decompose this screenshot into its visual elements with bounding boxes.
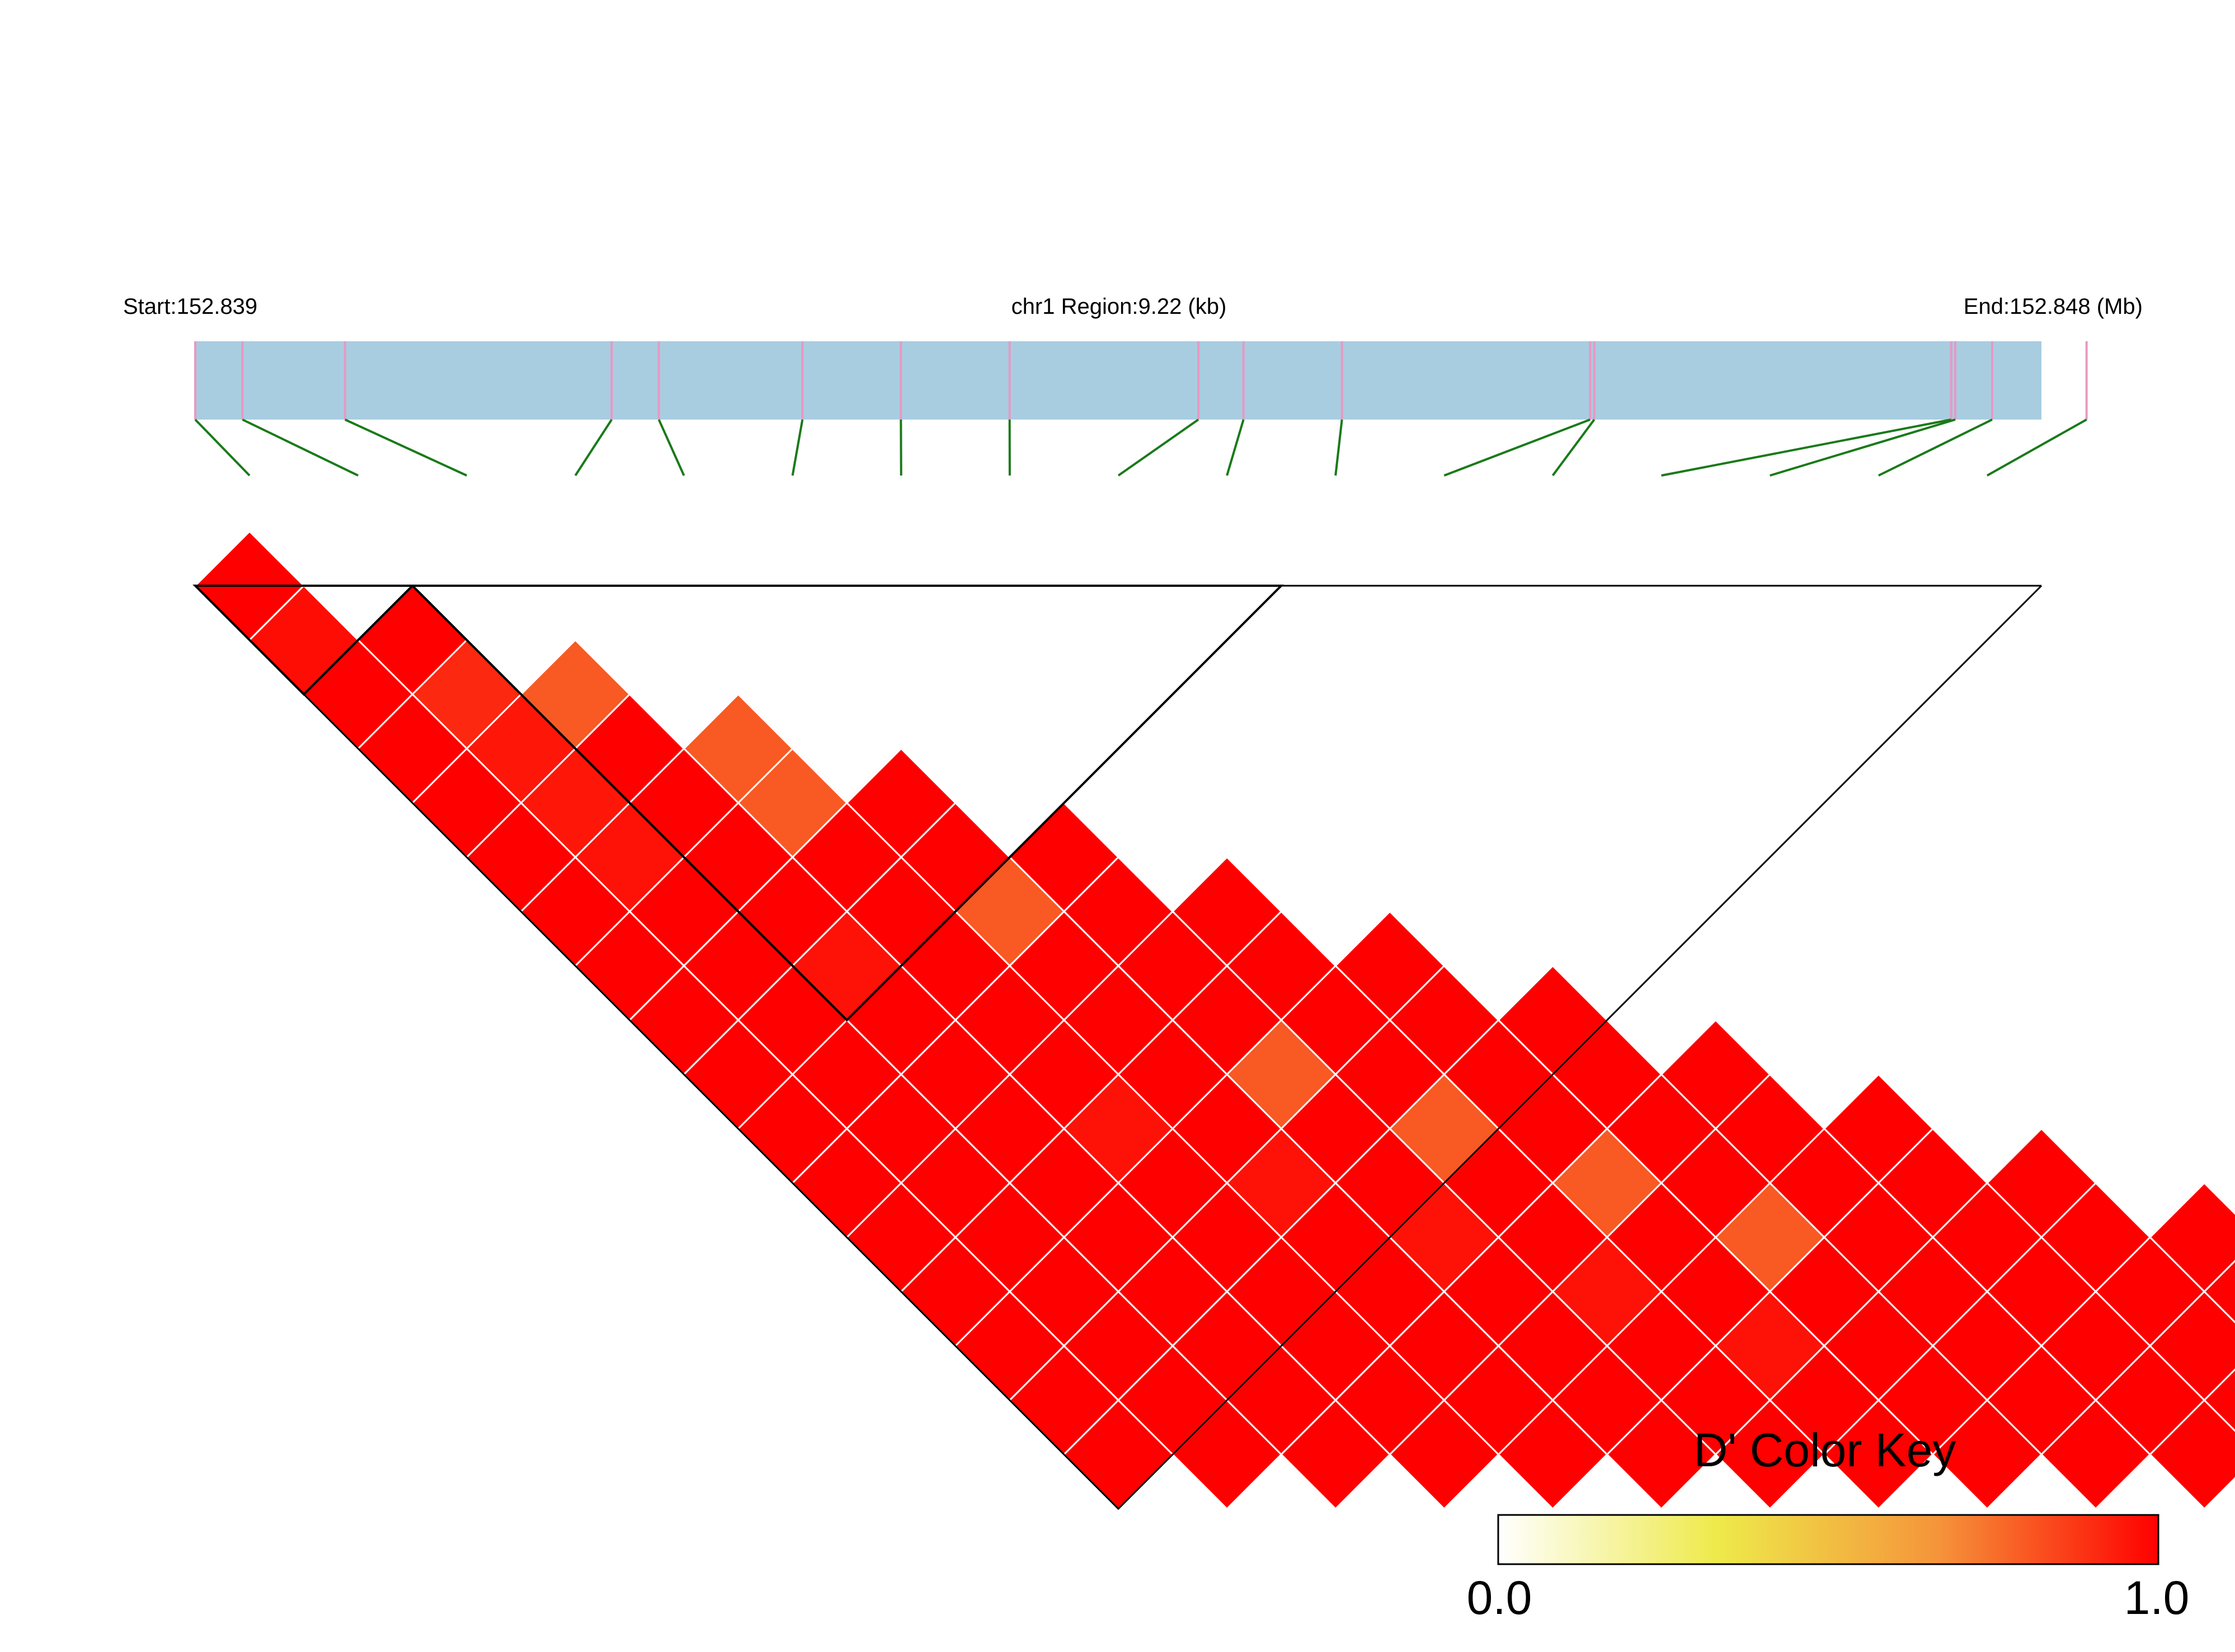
- ld-cell-16-6: [1714, 1399, 1825, 1510]
- snp-connector-group: [194, 418, 2087, 477]
- region-start-label: Start:152.839: [123, 294, 257, 319]
- snp-connector-1: [242, 418, 359, 477]
- ld-triangle-edge: [194, 585, 2043, 1510]
- ld-cell-16-3: [1389, 1399, 1500, 1510]
- color-key-gradient-bar: [1497, 1514, 2159, 1565]
- ld-cell-16-9: [2040, 1399, 2152, 1510]
- ld-cell-16-7: [1823, 1399, 1935, 1510]
- snp-connector-4: [657, 419, 685, 476]
- snp-connector-9: [1226, 419, 1245, 476]
- ld-cell-group: [194, 530, 2235, 1510]
- snp-connector-16: [1986, 418, 2087, 477]
- snp-connector-12: [1551, 418, 1596, 477]
- region-bar: [195, 341, 2041, 420]
- snp-connector-2: [344, 418, 468, 477]
- ld-cell-16-5: [1606, 1399, 1717, 1510]
- snp-connector-3: [574, 418, 613, 477]
- haplotype-block-1: [410, 585, 1284, 1022]
- snp-connector-11: [1443, 418, 1591, 477]
- snp-connector-8: [1117, 418, 1199, 477]
- ld-cell-16-8: [1931, 1399, 2043, 1510]
- color-key-title: D' Color Key: [1694, 1424, 1956, 1476]
- ld-cell-16-2: [1280, 1399, 1391, 1510]
- color-key-max-label: 1.0: [2124, 1571, 2190, 1624]
- snp-connector-14: [1770, 418, 1956, 477]
- haplotype-block-outline-group: [192, 585, 2043, 1510]
- ld-cell-16-10: [2148, 1399, 2235, 1510]
- ld-cell-15-11: [2203, 1368, 2235, 1432]
- region-title-label: chr1 Region:9.22 (kb): [1011, 294, 1227, 319]
- snp-connector-0: [194, 418, 251, 477]
- snp-connector-15: [1878, 418, 1993, 477]
- snp-connector-5: [791, 419, 804, 476]
- color-key: D' Color Key 0.0 1.0: [1467, 1424, 2190, 1624]
- ld-cell-13-12: [2203, 1259, 2235, 1324]
- region-end-label: End:152.848 (Mb): [1964, 294, 2143, 319]
- color-key-min-label: 0.0: [1467, 1571, 1532, 1624]
- snp-connector-13: [1661, 418, 1952, 477]
- snp-connector-10: [1334, 419, 1343, 476]
- snp-tick-group: [194, 341, 2088, 420]
- ld-cell-16-4: [1497, 1399, 1608, 1510]
